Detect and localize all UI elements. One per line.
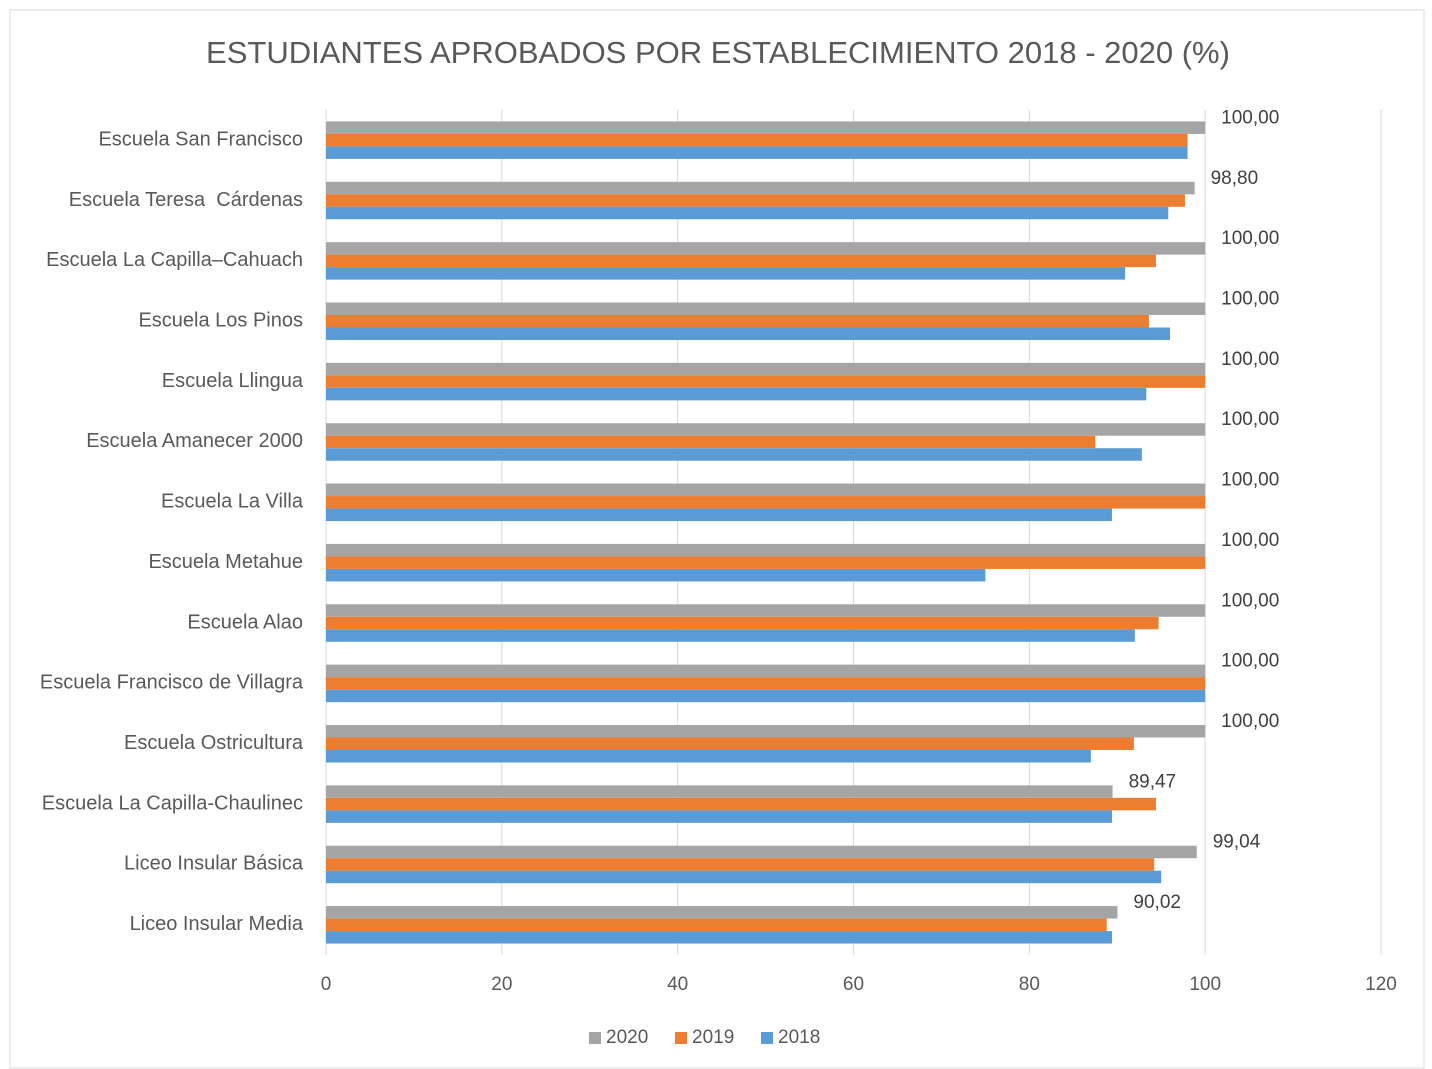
legend-label: 2019 [692, 1027, 734, 1048]
y-tick-label: Escuela San Francisco [98, 128, 303, 150]
chart-title: ESTUDIANTES APROBADOS POR ESTABLECIMIENT… [206, 35, 1230, 70]
bar [326, 677, 1206, 690]
bar [326, 797, 1156, 811]
bar [326, 302, 1206, 315]
bar [326, 254, 1156, 268]
bar [326, 435, 1096, 449]
bar [326, 556, 1206, 569]
bar [326, 362, 1206, 376]
y-tick-label: Escuela La Capilla-Chaulinec [42, 792, 303, 814]
bar [326, 689, 1206, 703]
y-tick-label: Escuela Teresa Cárdenas [69, 189, 303, 211]
bar [326, 267, 1126, 280]
bar [326, 785, 1113, 798]
y-tick-label: Escuela Francisco de Villagra [40, 672, 304, 694]
bar [326, 543, 1206, 557]
data-label: 100,00 [1221, 530, 1279, 551]
data-label: 100,00 [1221, 590, 1279, 611]
bar [326, 387, 1147, 401]
bar [326, 664, 1206, 678]
legend-swatch [589, 1032, 601, 1044]
data-label: 100,00 [1221, 228, 1279, 249]
bar [326, 750, 1091, 763]
bar [326, 629, 1135, 642]
data-label: 100,00 [1221, 711, 1279, 732]
bar [326, 242, 1206, 255]
data-label: 100,00 [1221, 470, 1279, 491]
bar [326, 616, 1159, 630]
x-tick-label: 100 [1189, 974, 1221, 995]
y-tick-label: Escuela Alao [187, 611, 303, 633]
x-tick-label: 20 [491, 974, 512, 995]
bar [326, 931, 1112, 944]
bar [326, 315, 1149, 328]
bar [326, 146, 1188, 159]
legend-label: 2018 [778, 1027, 820, 1048]
data-label: 100,00 [1221, 107, 1279, 128]
data-label: 100,00 [1221, 409, 1279, 430]
bar [326, 483, 1206, 497]
bar [326, 121, 1206, 134]
y-tick-label: Escuela Amanecer 2000 [86, 430, 303, 452]
bar [326, 496, 1206, 509]
bar [326, 508, 1112, 522]
bar [326, 568, 986, 582]
y-tick-label: Escuela Los Pinos [138, 310, 303, 332]
bar [326, 448, 1142, 461]
bar [326, 858, 1155, 871]
bar [326, 375, 1206, 388]
x-tick-label: 0 [321, 974, 332, 995]
data-label: 100,00 [1221, 651, 1279, 672]
data-label: 100,00 [1221, 349, 1279, 370]
bar [326, 327, 1170, 340]
bar [326, 604, 1206, 617]
bar [326, 181, 1195, 195]
y-tick-label: Escuela La Villa [161, 491, 304, 513]
bar [326, 810, 1112, 823]
data-label: 98,80 [1211, 168, 1259, 189]
bar [326, 206, 1169, 220]
legend-swatch [675, 1032, 687, 1044]
data-label: 100,00 [1221, 289, 1279, 310]
y-tick-label: Escuela Ostricultura [124, 732, 304, 754]
y-tick-label: Liceo Insular Media [130, 913, 304, 935]
x-tick-label: 120 [1365, 974, 1397, 995]
y-tick-label: Escuela Llingua [162, 370, 304, 392]
bar [326, 725, 1206, 738]
bar [326, 194, 1185, 207]
y-tick-label: Liceo Insular Básica [124, 853, 304, 875]
x-tick-label: 60 [843, 974, 864, 995]
bar [326, 918, 1107, 932]
bar [326, 870, 1162, 884]
data-label: 99,04 [1213, 832, 1261, 853]
y-tick-label: Escuela La Capilla–Cahuach [46, 249, 303, 271]
data-label: 89,47 [1129, 771, 1177, 792]
bar [326, 906, 1118, 919]
legend-label: 2020 [606, 1027, 648, 1048]
x-tick-label: 80 [1019, 974, 1040, 995]
x-tick-label: 40 [667, 974, 688, 995]
bar [326, 845, 1197, 859]
y-tick-label: Escuela Metahue [148, 551, 303, 573]
bar [326, 423, 1206, 436]
legend-swatch [761, 1032, 773, 1044]
bar [326, 133, 1188, 147]
data-label: 90,02 [1133, 892, 1181, 913]
bar [326, 737, 1134, 750]
